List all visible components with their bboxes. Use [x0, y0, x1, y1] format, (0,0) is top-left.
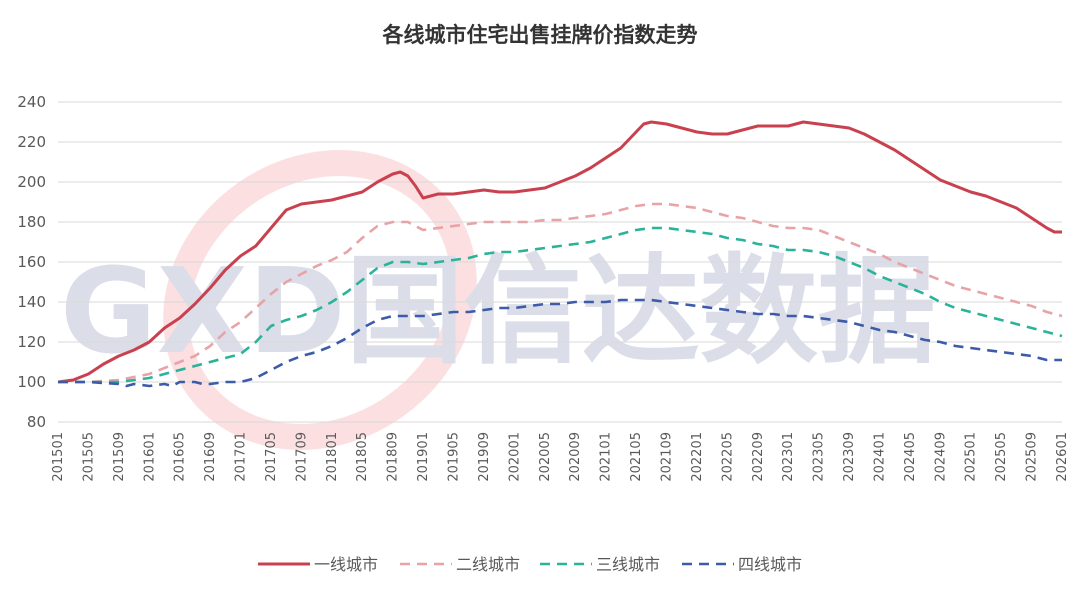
y-tick-label: 80: [27, 413, 46, 431]
x-tick-label: 202601: [1055, 432, 1070, 482]
x-tick-label: 202405: [903, 432, 918, 482]
y-tick-label: 220: [17, 133, 46, 151]
series-line-4: [58, 298, 1062, 388]
x-tick-label: 202401: [872, 432, 887, 482]
x-tick-label: 201709: [294, 432, 309, 482]
x-tick-label: 201801: [325, 432, 340, 482]
x-tick-label: 202301: [781, 432, 796, 482]
x-tick-label: 201509: [112, 432, 127, 482]
x-tick-label: 201809: [386, 432, 401, 482]
y-tick-label: 120: [17, 333, 46, 351]
watermark-text: GXD国信达数据: [60, 242, 936, 380]
x-tick-label: 202201: [690, 432, 705, 482]
y-axis-ticks: 80 100 120 140 160 180 200 220 240: [17, 93, 46, 431]
y-tick-label: 180: [17, 213, 46, 231]
legend-label-4: 四线城市: [738, 555, 802, 574]
y-tick-label: 240: [17, 93, 46, 111]
x-tick-label: 202205: [720, 432, 735, 482]
x-tick-label: 202009: [568, 432, 583, 482]
y-tick-label: 100: [17, 373, 46, 391]
y-tick-label: 200: [17, 173, 46, 191]
x-axis-ticks: 201501 201505 201509 201601 201605 201609 2017…: [51, 432, 1070, 482]
x-tick-label: 202505: [994, 432, 1009, 482]
watermark: GXD国信达数据: [60, 150, 936, 450]
x-tick-label: 202305: [812, 432, 827, 482]
series-line-3: [58, 226, 1063, 384]
x-tick-label: 202101: [599, 432, 614, 482]
y-tick-label: 160: [17, 253, 46, 271]
x-tick-label: 201805: [355, 432, 370, 482]
x-tick-label: 201909: [477, 432, 492, 482]
legend-label-3: 三线城市: [596, 555, 660, 574]
x-tick-label: 201901: [416, 432, 431, 482]
chart-title: 各线城市住宅出售挂牌价指数走势: [382, 23, 698, 47]
x-tick-label: 201609: [203, 432, 218, 482]
y-tick-label: 140: [17, 293, 46, 311]
x-tick-label: 202409: [933, 432, 948, 482]
x-tick-label: 202105: [629, 432, 644, 482]
x-tick-label: 201505: [81, 432, 96, 482]
legend: 一线城市 二线城市 三线城市 四线城市: [258, 555, 802, 574]
x-tick-label: 202309: [842, 432, 857, 482]
x-tick-label: 202209: [751, 432, 766, 482]
x-tick-label: 201701: [234, 432, 249, 482]
series-lines: [57, 120, 1063, 388]
x-tick-label: 201601: [142, 432, 157, 482]
x-tick-label: 202001: [507, 432, 522, 482]
x-tick-label: 201605: [173, 432, 188, 482]
gridlines: [58, 101, 1062, 423]
x-tick-label: 202005: [538, 432, 553, 482]
legend-label-1: 一线城市: [314, 555, 378, 574]
watermark-swoosh: [163, 150, 477, 450]
legend-label-2: 二线城市: [456, 555, 520, 574]
x-tick-label: 201501: [51, 432, 66, 482]
x-tick-label: 202501: [964, 432, 979, 482]
x-tick-label: 202109: [659, 432, 674, 482]
x-tick-label: 201905: [447, 432, 462, 482]
x-tick-label: 202509: [1025, 432, 1040, 482]
series-line-2: [58, 202, 1063, 384]
x-tick-label: 201705: [264, 432, 279, 482]
series-line-1: [57, 120, 1062, 384]
